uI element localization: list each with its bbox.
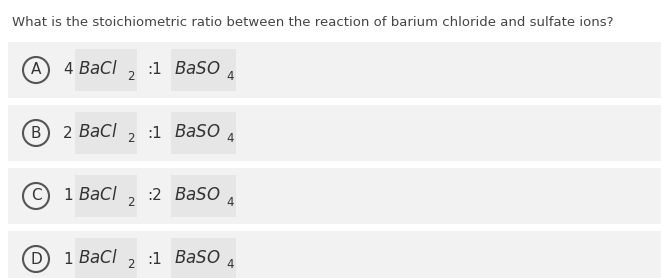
Text: 4: 4 [226, 259, 233, 272]
Text: What is the stoichiometric ratio between the reaction of barium chloride and sul: What is the stoichiometric ratio between… [12, 16, 613, 29]
Text: $\mathit{BaSO}$: $\mathit{BaSO}$ [174, 186, 221, 204]
Text: 1: 1 [63, 252, 73, 267]
FancyBboxPatch shape [75, 49, 137, 91]
Text: :1: :1 [147, 252, 162, 267]
FancyBboxPatch shape [171, 175, 236, 217]
FancyBboxPatch shape [8, 105, 661, 161]
Text: 4: 4 [63, 63, 73, 78]
FancyBboxPatch shape [75, 112, 137, 154]
Text: C: C [31, 188, 41, 203]
FancyBboxPatch shape [171, 112, 236, 154]
Text: :1: :1 [147, 125, 162, 140]
Text: 4: 4 [226, 195, 233, 208]
Text: $\mathit{BaCl}$: $\mathit{BaCl}$ [78, 249, 118, 267]
Text: 2: 2 [127, 195, 134, 208]
Text: :1: :1 [147, 63, 162, 78]
Text: :2: :2 [147, 188, 162, 203]
Text: 4: 4 [226, 70, 233, 83]
FancyBboxPatch shape [8, 168, 661, 224]
Text: D: D [30, 252, 42, 267]
Text: 1: 1 [63, 188, 73, 203]
FancyBboxPatch shape [171, 238, 236, 278]
Text: A: A [31, 63, 41, 78]
Text: 4: 4 [226, 133, 233, 145]
Text: B: B [31, 125, 41, 140]
Text: $\mathit{BaSO}$: $\mathit{BaSO}$ [174, 123, 221, 141]
FancyBboxPatch shape [75, 175, 137, 217]
FancyBboxPatch shape [8, 42, 661, 98]
Text: $\mathit{BaCl}$: $\mathit{BaCl}$ [78, 60, 118, 78]
Text: $\mathit{BaSO}$: $\mathit{BaSO}$ [174, 60, 221, 78]
Text: 2: 2 [127, 70, 134, 83]
FancyBboxPatch shape [8, 231, 661, 278]
Text: 2: 2 [127, 133, 134, 145]
Text: $\mathit{BaCl}$: $\mathit{BaCl}$ [78, 123, 118, 141]
Text: 2: 2 [63, 125, 73, 140]
Text: 2: 2 [127, 259, 134, 272]
FancyBboxPatch shape [75, 238, 137, 278]
Text: $\mathit{BaCl}$: $\mathit{BaCl}$ [78, 186, 118, 204]
Text: $\mathit{BaSO}$: $\mathit{BaSO}$ [174, 249, 221, 267]
FancyBboxPatch shape [171, 49, 236, 91]
